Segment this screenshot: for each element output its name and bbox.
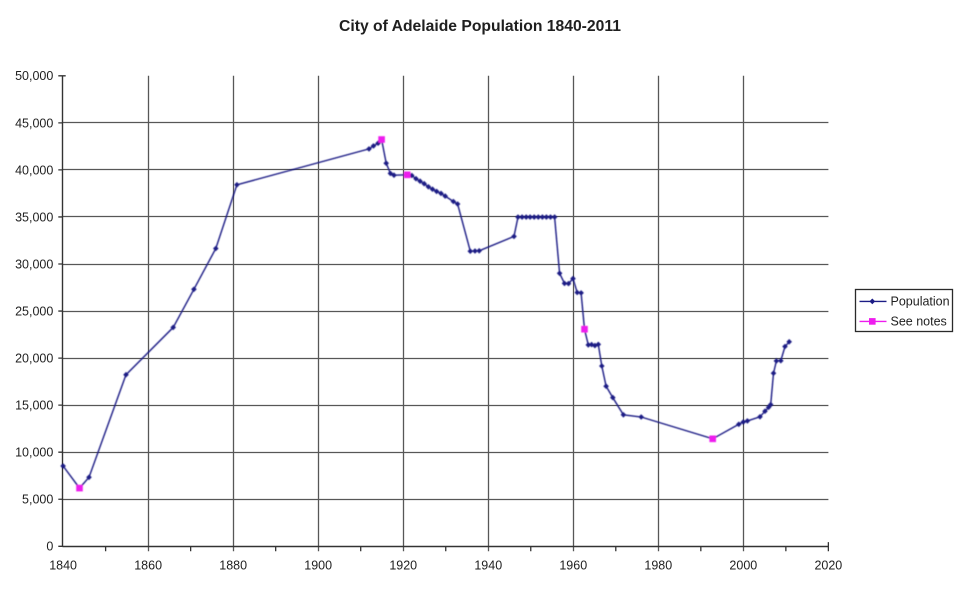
svg-text:1840: 1840 [49,559,77,573]
svg-text:10,000: 10,000 [15,446,53,460]
svg-text:35,000: 35,000 [15,210,53,224]
svg-text:1860: 1860 [134,559,162,573]
svg-text:1880: 1880 [219,559,247,573]
svg-text:City of Adelaide Population 18: City of Adelaide Population 1840-2011 [339,18,621,35]
svg-text:1920: 1920 [389,559,417,573]
svg-text:2020: 2020 [814,559,842,573]
svg-text:5,000: 5,000 [22,493,53,507]
svg-text:0: 0 [46,540,53,554]
svg-text:Population: Population [891,295,950,309]
svg-text:40,000: 40,000 [15,163,53,177]
svg-text:50,000: 50,000 [15,69,53,83]
svg-text:1940: 1940 [474,559,502,573]
svg-text:15,000: 15,000 [15,399,53,413]
svg-text:30,000: 30,000 [15,257,53,271]
svg-text:1960: 1960 [559,559,587,573]
svg-text:See notes: See notes [891,315,947,329]
svg-text:1980: 1980 [644,559,672,573]
svg-text:25,000: 25,000 [15,304,53,318]
svg-text:1900: 1900 [304,559,332,573]
svg-text:45,000: 45,000 [15,116,53,130]
svg-text:2000: 2000 [729,559,757,573]
svg-text:20,000: 20,000 [15,352,53,366]
